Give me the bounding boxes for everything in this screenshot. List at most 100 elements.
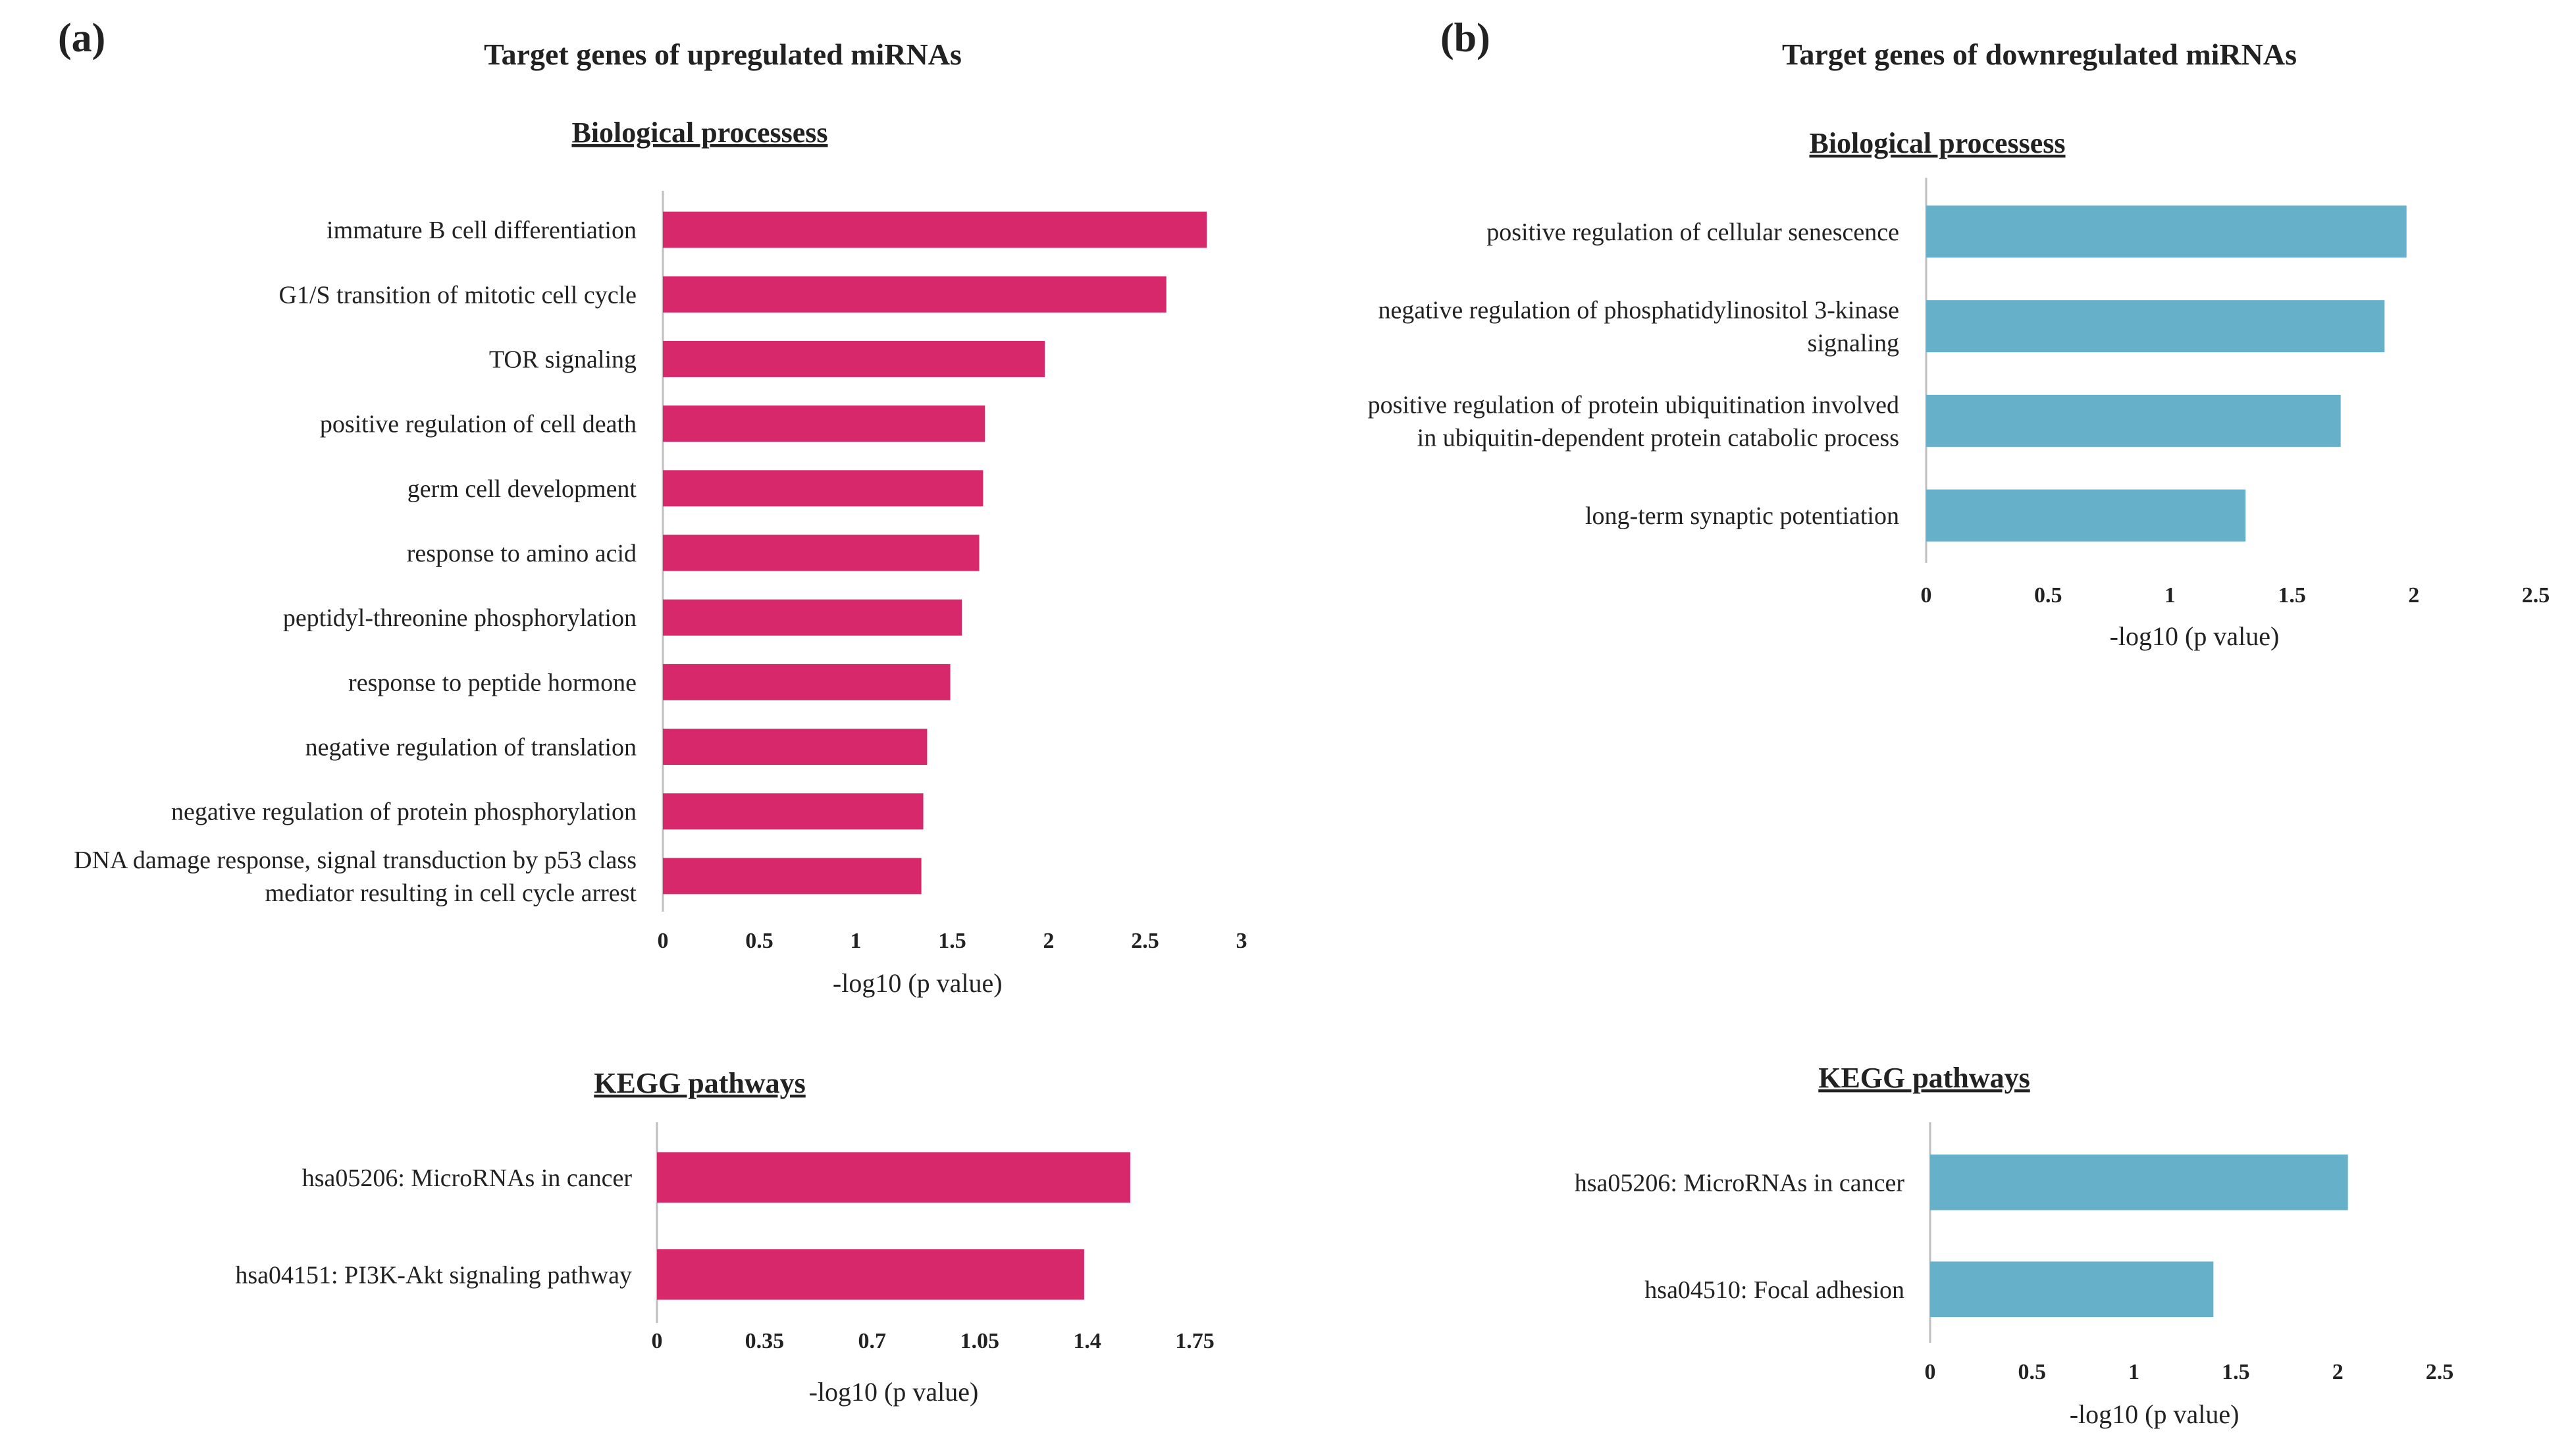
- x-tick-label: 3: [1236, 929, 1247, 953]
- x-tick-label: 2.5: [1131, 929, 1159, 953]
- category-label: response to amino acid: [407, 540, 637, 567]
- category-label-line: response to amino acid: [407, 540, 637, 567]
- x-tick-label: 2.5: [2522, 583, 2550, 608]
- chart-title: Biological processess: [1809, 127, 2065, 159]
- x-tick-label: 0.35: [745, 1329, 785, 1353]
- category-label: negative regulation of translation: [305, 734, 637, 762]
- x-tick-label: 1: [851, 929, 862, 953]
- bar: [663, 599, 962, 636]
- panel-b-letter: (b): [1440, 16, 1490, 61]
- category-label-line: in ubiquitin-dependent protein catabolic…: [1417, 424, 1899, 452]
- bar: [1926, 489, 2246, 542]
- category-label: positive regulation of cellular senescen…: [1486, 219, 1899, 246]
- x-tick-label: 1.5: [2278, 583, 2306, 608]
- category-label-line: positive regulation of cellular senescen…: [1486, 219, 1899, 246]
- category-label: hsa04510: Focal adhesion: [1644, 1276, 1904, 1304]
- category-label-line: negative regulation of protein phosphory…: [171, 798, 637, 826]
- bar: [657, 1152, 1130, 1203]
- bar: [657, 1249, 1084, 1300]
- bar: [1930, 1155, 2348, 1210]
- category-label-line: hsa05206: MicroRNAs in cancer: [1575, 1169, 1905, 1197]
- category-label-line: positive regulation of cell death: [320, 411, 637, 438]
- category-label-line: G1/S transition of mitotic cell cycle: [279, 281, 637, 309]
- category-label-line: negative regulation of translation: [305, 734, 637, 762]
- chart-a-biological-processes: Biological processess immature B cell dif…: [74, 117, 1247, 998]
- bar: [663, 663, 951, 700]
- x-tick-label: 0: [658, 929, 669, 953]
- panel-a-letter: (a): [58, 16, 105, 61]
- category-label: hsa05206: MicroRNAs in cancer: [302, 1164, 633, 1192]
- category-label: peptidyl-threonine phosphorylation: [283, 604, 637, 632]
- x-tick-label: 2: [2408, 583, 2419, 608]
- panel-a-title: Target genes of upregulated miRNAs: [484, 38, 962, 71]
- x-tick-label: 1: [2128, 1360, 2139, 1384]
- x-tick-label: 0.7: [858, 1329, 887, 1353]
- category-label: hsa05206: MicroRNAs in cancer: [1575, 1169, 1905, 1197]
- bar: [663, 276, 1166, 313]
- category-label: positive regulation of protein ubiquitin…: [1368, 391, 1899, 452]
- category-label: TOR signaling: [489, 346, 637, 373]
- panel-b-title: Target genes of downregulated miRNAs: [1782, 38, 2297, 71]
- category-label: G1/S transition of mitotic cell cycle: [279, 281, 637, 309]
- category-label: negative regulation of protein phosphory…: [171, 798, 637, 826]
- category-label-line: hsa05206: MicroRNAs in cancer: [302, 1164, 633, 1192]
- category-label-line: negative regulation of phosphatidylinosi…: [1378, 297, 1899, 325]
- x-tick-label: 0: [1925, 1360, 1936, 1384]
- x-tick-label: 0.5: [2034, 583, 2062, 608]
- x-tick-label: 0: [1921, 583, 1932, 608]
- category-label-line: signaling: [1808, 330, 1899, 357]
- category-label-line: TOR signaling: [489, 346, 637, 373]
- chart-title: Biological processess: [571, 117, 827, 149]
- category-label-line: DNA damage response, signal transduction…: [74, 846, 637, 874]
- category-label-line: hsa04510: Focal adhesion: [1644, 1276, 1904, 1304]
- x-tick-label: 1.5: [938, 929, 966, 953]
- chart-a-kegg-pathways: KEGG pathways hsa05206: MicroRNAs in canc…: [235, 1067, 1214, 1407]
- x-axis-label: -log10 (p value): [833, 968, 1003, 998]
- category-label-line: germ cell development: [407, 475, 637, 503]
- bar: [663, 405, 985, 442]
- category-label: response to peptide hormone: [348, 669, 637, 696]
- bar: [663, 534, 980, 571]
- category-label-line: mediator resulting in cell cycle arrest: [265, 879, 637, 907]
- category-label: hsa04151: PI3K-Akt signaling pathway: [235, 1261, 632, 1289]
- x-tick-label: 2: [1043, 929, 1055, 953]
- category-label: long-term synaptic potentiation: [1585, 502, 1899, 530]
- category-label-line: peptidyl-threonine phosphorylation: [283, 604, 637, 632]
- bar: [1930, 1261, 2214, 1317]
- category-label: negative regulation of phosphatidylinosi…: [1378, 297, 1899, 357]
- x-tick-label: 1.75: [1175, 1329, 1215, 1353]
- bar: [663, 729, 928, 766]
- category-label: positive regulation of cell death: [320, 411, 637, 438]
- bar: [663, 793, 924, 830]
- bar: [1926, 394, 2341, 447]
- category-label-line: hsa04151: PI3K-Akt signaling pathway: [235, 1261, 632, 1289]
- chart-title: KEGG pathways: [1818, 1062, 2030, 1094]
- category-label-line: response to peptide hormone: [348, 669, 637, 696]
- category-label: DNA damage response, signal transduction…: [74, 846, 637, 907]
- bar: [663, 340, 1045, 377]
- bar: [663, 470, 983, 507]
- x-axis-label: -log10 (p value): [2110, 621, 2280, 651]
- bar: [663, 211, 1207, 248]
- x-axis-label: -log10 (p value): [809, 1377, 979, 1407]
- category-label: immature B cell differentiation: [327, 217, 637, 244]
- chart-b-biological-processes: Biological processess positive regulation…: [1368, 127, 2550, 651]
- chart-title: KEGG pathways: [594, 1067, 806, 1099]
- x-tick-label: 1: [2164, 583, 2176, 608]
- x-tick-label: 2: [2332, 1360, 2344, 1384]
- category-label-line: immature B cell differentiation: [327, 217, 637, 244]
- bar: [1926, 205, 2407, 258]
- chart-b-kegg-pathways: KEGG pathways hsa05206: MicroRNAs in canc…: [1575, 1062, 2454, 1429]
- x-tick-label: 0: [652, 1329, 663, 1353]
- x-tick-label: 1.4: [1073, 1329, 1101, 1353]
- x-axis-label: -log10 (p value): [2070, 1399, 2240, 1429]
- x-tick-label: 0.5: [2018, 1360, 2047, 1384]
- category-label: germ cell development: [407, 475, 637, 503]
- x-tick-label: 2.5: [2426, 1360, 2454, 1384]
- category-label-line: long-term synaptic potentiation: [1585, 502, 1899, 530]
- x-tick-label: 0.5: [745, 929, 773, 953]
- bar: [1926, 300, 2385, 353]
- x-tick-label: 1.5: [2222, 1360, 2250, 1384]
